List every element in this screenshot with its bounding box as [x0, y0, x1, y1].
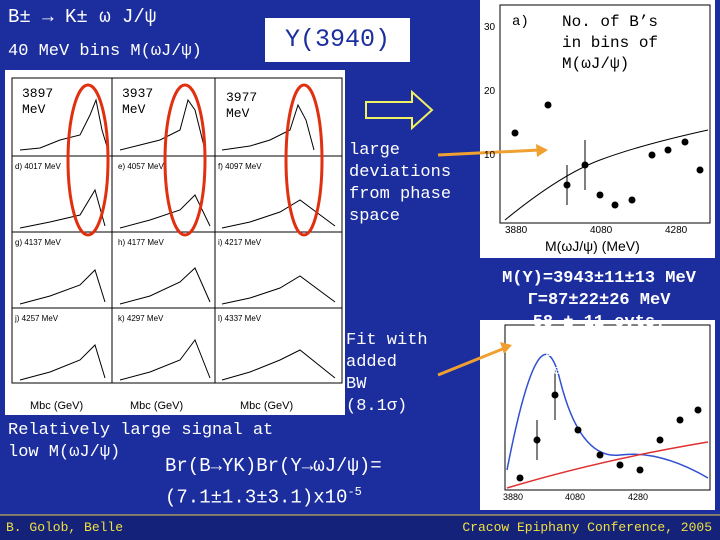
x-tick-label: 4080	[590, 225, 613, 236]
mass: 3977	[226, 90, 258, 105]
note: No. of B’s in bins of M(ωJ/ψ)	[562, 12, 658, 75]
unit: MeV	[22, 102, 46, 117]
line: 275M BB,	[545, 345, 608, 360]
panel-x-title: Mbc (GeV)	[130, 400, 184, 412]
line: Γ=87±22±26 MeV	[527, 291, 671, 310]
x-tick-label: 4280	[665, 225, 688, 236]
plot-label: a)	[512, 14, 529, 30]
panel-caption: e) 4057 MeV	[118, 162, 164, 171]
panel-caption: d) 4017 MeV	[15, 162, 61, 171]
line: M(ωJ/ψ)	[562, 55, 630, 73]
line: from phase	[349, 185, 452, 204]
tag-box: Y(3940)	[265, 18, 410, 62]
panel-caption: k) 4297 MeV	[118, 314, 164, 323]
line: Br(B→YK)Br(Y→ωJ/ψ)=	[165, 455, 382, 477]
fit-note: Fit with added BW (8.1σ)	[346, 330, 428, 418]
line: space	[349, 207, 401, 226]
panel-x-title: Mbc (GeV)	[30, 400, 84, 412]
highlight-ellipses	[66, 83, 324, 237]
panel-caption: i) 4217 MeV	[218, 238, 262, 247]
x-tick-label: 3880	[505, 225, 528, 236]
line: No. of B’s	[562, 13, 659, 31]
panel-caption: j) 4257 MeV	[15, 314, 59, 323]
title: B± → K± ω J/ψ	[8, 6, 157, 28]
fit-arrow	[437, 346, 506, 377]
line: M(Y)=3943±11±13 MeV	[502, 269, 696, 288]
exponent: -5	[347, 485, 362, 499]
panel-caption: g) 4137 MeV	[15, 238, 61, 247]
line: in bins of	[562, 34, 659, 52]
top-plot-points	[511, 101, 704, 209]
mass: 3937	[122, 86, 154, 101]
hollow-arrow	[365, 89, 434, 131]
highlight-label: 3897 MeV	[22, 86, 53, 118]
x-tick-label: 4280	[628, 492, 649, 502]
line: Fit with	[346, 331, 428, 350]
footer-bar	[0, 515, 720, 540]
signal-note: Relatively large signal at low M(ωJ/ψ)	[8, 420, 273, 464]
y-tick-label: 20	[484, 86, 496, 97]
deviation-note: large deviations from phase space	[349, 140, 451, 228]
bottom-plot-frame	[504, 324, 711, 491]
unit: MeV	[122, 102, 146, 117]
fit-result: M(Y)=3943±11±13 MeV Γ=87±22±26 MeV 58 ± 11…	[484, 268, 714, 334]
unit: MeV	[226, 106, 250, 121]
top-plot-bg	[480, 0, 715, 258]
panel-x-title: Mbc (GeV)	[240, 400, 294, 412]
line: low M(ωJ/ψ)	[8, 443, 121, 462]
subtitle: 40 MeV bins M(ωJ/ψ)	[8, 42, 202, 61]
top-plot-curve	[504, 129, 709, 221]
orange-arrow	[437, 148, 541, 157]
line: Relatively large signal at	[8, 421, 274, 440]
x-axis-title: M(ωJ/ψ) (MeV)	[545, 238, 640, 254]
line: added	[346, 353, 398, 372]
panel-caption: l) 4337 MeV	[218, 314, 262, 323]
footer-author: B. Golob, Belle	[6, 520, 124, 535]
panel-caption: h) 4177 MeV	[118, 238, 164, 247]
line: large	[349, 141, 401, 160]
y-tick-label: 30	[484, 22, 496, 33]
sample: 275M BB, hep-ex/0408126	[545, 344, 654, 380]
highlight-label: 3937 MeV	[122, 86, 153, 118]
bottom-plot-points	[516, 370, 702, 482]
orange-arrowhead	[536, 144, 548, 157]
line: (7.1±1.3±3.1)x10	[165, 486, 348, 509]
footer-conference: Cracow Epiphany Conference, 2005	[462, 520, 712, 535]
line: BW	[346, 375, 367, 394]
highlight-label: 3977 MeV	[226, 90, 257, 122]
top-plot-frame	[499, 4, 711, 224]
panel-caption: f) 4097 MeV	[218, 162, 262, 171]
line: (8.1σ)	[346, 397, 408, 416]
fit-curve	[506, 353, 709, 479]
phase-space-curve	[506, 441, 709, 489]
y-tick-label: 10	[484, 150, 496, 161]
mass: 3897	[22, 86, 54, 101]
fit-arrowhead	[500, 342, 512, 354]
branching: Br(B→YK)Br(Y→ωJ/ψ)= (7.1±1.3±3.1)x10-5	[165, 453, 382, 510]
x-tick-label: 4080	[565, 492, 586, 502]
line: 58 ± 11 evts.	[532, 313, 666, 332]
x-tick-label: 3880	[503, 492, 524, 502]
line: deviations	[349, 163, 452, 182]
line: hep-ex/0408126	[545, 363, 655, 378]
